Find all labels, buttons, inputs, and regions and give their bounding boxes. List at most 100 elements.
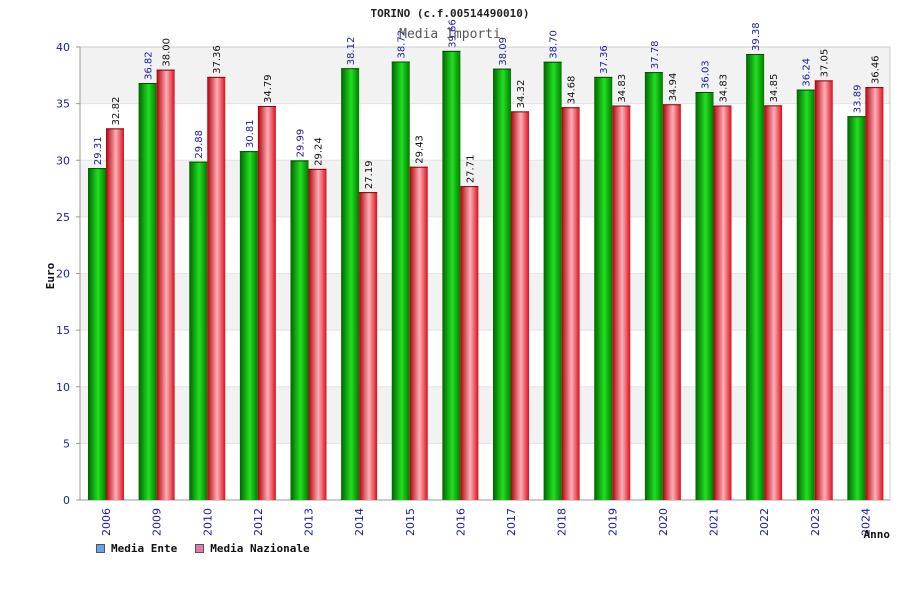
data-label: 37.78 xyxy=(650,41,661,70)
bar-ente-2020 xyxy=(644,72,663,500)
legend-label-nazionale: Media Nazionale xyxy=(210,542,310,555)
bar-ente-2018 xyxy=(543,61,562,500)
x-axis-label: Anno xyxy=(864,528,891,541)
x-tick-label: 2023 xyxy=(809,508,822,536)
data-label: 27.19 xyxy=(364,160,375,189)
legend-label-ente: Media Ente xyxy=(111,542,178,555)
legend: Media Ente Media Nazionale xyxy=(96,542,310,555)
data-label: 37.36 xyxy=(212,45,223,74)
data-label: 29.88 xyxy=(194,130,205,159)
data-label: 37.36 xyxy=(599,45,610,74)
x-tick-label: 2016 xyxy=(454,508,467,536)
bar-ente-2014 xyxy=(341,68,360,500)
data-label: 36.82 xyxy=(144,51,155,80)
bar-nazionale-2012 xyxy=(257,106,276,501)
bar-ente-2019 xyxy=(594,76,613,500)
x-tick-label: 2012 xyxy=(252,508,265,536)
legend-item-ente[interactable]: Media Ente xyxy=(96,542,177,555)
bar-nazionale-2018 xyxy=(561,107,580,501)
data-label: 38.09 xyxy=(498,37,509,66)
x-tick-label: 2022 xyxy=(758,508,771,536)
data-label: 34.85 xyxy=(769,74,780,103)
data-label: 36.46 xyxy=(870,55,881,84)
data-label: 38.72 xyxy=(397,30,408,59)
data-label: 34.83 xyxy=(617,74,628,103)
data-label: 29.24 xyxy=(314,137,325,166)
legend-item-nazionale[interactable]: Media Nazionale xyxy=(195,542,310,555)
bar-nazionale-2013 xyxy=(308,168,327,500)
data-label: 39.38 xyxy=(751,22,762,51)
x-tick-label: 2014 xyxy=(353,508,366,536)
bar-ente-2010 xyxy=(189,161,208,500)
y-tick-label: 40 xyxy=(56,41,70,54)
bar-nazionale-2006 xyxy=(106,128,124,500)
bar-ente-2021 xyxy=(695,91,714,500)
data-label: 29.31 xyxy=(93,136,104,165)
data-label: 27.71 xyxy=(465,155,476,184)
y-tick-label: 10 xyxy=(56,381,70,394)
bar-nazionale-2010 xyxy=(207,76,226,500)
y-tick-label: 0 xyxy=(63,494,70,507)
bar-ente-2022 xyxy=(746,54,765,501)
data-label: 33.89 xyxy=(852,85,863,114)
x-tick-label: 2024 xyxy=(859,508,872,536)
y-tick-label: 15 xyxy=(56,324,70,337)
x-tick-label: 2021 xyxy=(708,508,721,536)
data-label: 30.81 xyxy=(245,119,256,148)
x-tick-label: 2020 xyxy=(657,508,670,536)
legend-swatch-nazionale xyxy=(195,544,205,553)
bar-nazionale-2017 xyxy=(511,111,529,501)
y-axis-label: Euro xyxy=(44,262,57,289)
data-label: 37.05 xyxy=(820,49,831,78)
data-label: 38.00 xyxy=(162,38,173,67)
data-label: 34.94 xyxy=(668,73,679,102)
data-label: 34.68 xyxy=(567,76,578,105)
chart-subtitle: Media Importi xyxy=(399,27,501,42)
data-label: 36.03 xyxy=(701,60,712,89)
x-tick-label: 2013 xyxy=(303,508,316,536)
data-label: 34.32 xyxy=(516,80,527,109)
x-tick-label: 2009 xyxy=(151,508,164,536)
data-label: 29.43 xyxy=(415,135,426,164)
y-tick-label: 30 xyxy=(56,154,70,167)
bar-nazionale-2015 xyxy=(409,166,428,500)
y-tick-label: 25 xyxy=(56,211,70,224)
bar-ente-2023 xyxy=(796,89,815,500)
bar-nazionale-2009 xyxy=(156,69,175,501)
y-tick-label: 20 xyxy=(56,268,70,281)
bar-ente-2017 xyxy=(493,68,511,501)
bar-ente-2013 xyxy=(290,160,309,500)
bar-nazionale-2016 xyxy=(460,186,479,500)
bar-ente-2006 xyxy=(88,168,106,500)
bar-ente-2009 xyxy=(138,83,157,501)
x-tick-label: 2018 xyxy=(556,508,569,536)
data-label: 34.79 xyxy=(263,74,274,103)
bar-nazionale-2014 xyxy=(359,192,378,501)
bar-nazionale-2019 xyxy=(612,105,631,501)
x-tick-label: 2010 xyxy=(201,508,214,536)
bar-ente-2015 xyxy=(391,61,410,500)
data-label: 38.70 xyxy=(549,30,560,59)
y-tick-label: 35 xyxy=(56,98,70,111)
legend-swatch-ente xyxy=(96,544,105,553)
chart-title: TORINO (c.f.00514490010) xyxy=(371,7,530,20)
data-label: 29.99 xyxy=(296,129,307,158)
x-tick-label: 2017 xyxy=(505,508,518,536)
x-tick-label: 2019 xyxy=(606,508,619,536)
data-label: 38.12 xyxy=(346,37,357,66)
bar-ente-2012 xyxy=(239,151,258,500)
bar-ente-2024 xyxy=(847,116,866,501)
data-label: 32.82 xyxy=(111,97,122,126)
bar-ente-2016 xyxy=(442,50,461,501)
bar-nazionale-2021 xyxy=(713,105,732,501)
data-label: 39.66 xyxy=(447,19,458,48)
bar-nazionale-2022 xyxy=(764,105,783,500)
bar-nazionale-2023 xyxy=(814,80,833,500)
data-label: 36.24 xyxy=(802,58,813,87)
data-label: 34.83 xyxy=(719,74,730,103)
bar-nazionale-2020 xyxy=(662,104,681,500)
bar-nazionale-2024 xyxy=(865,87,884,500)
y-tick-label: 5 xyxy=(63,437,70,450)
x-tick-label: 2015 xyxy=(404,508,417,536)
